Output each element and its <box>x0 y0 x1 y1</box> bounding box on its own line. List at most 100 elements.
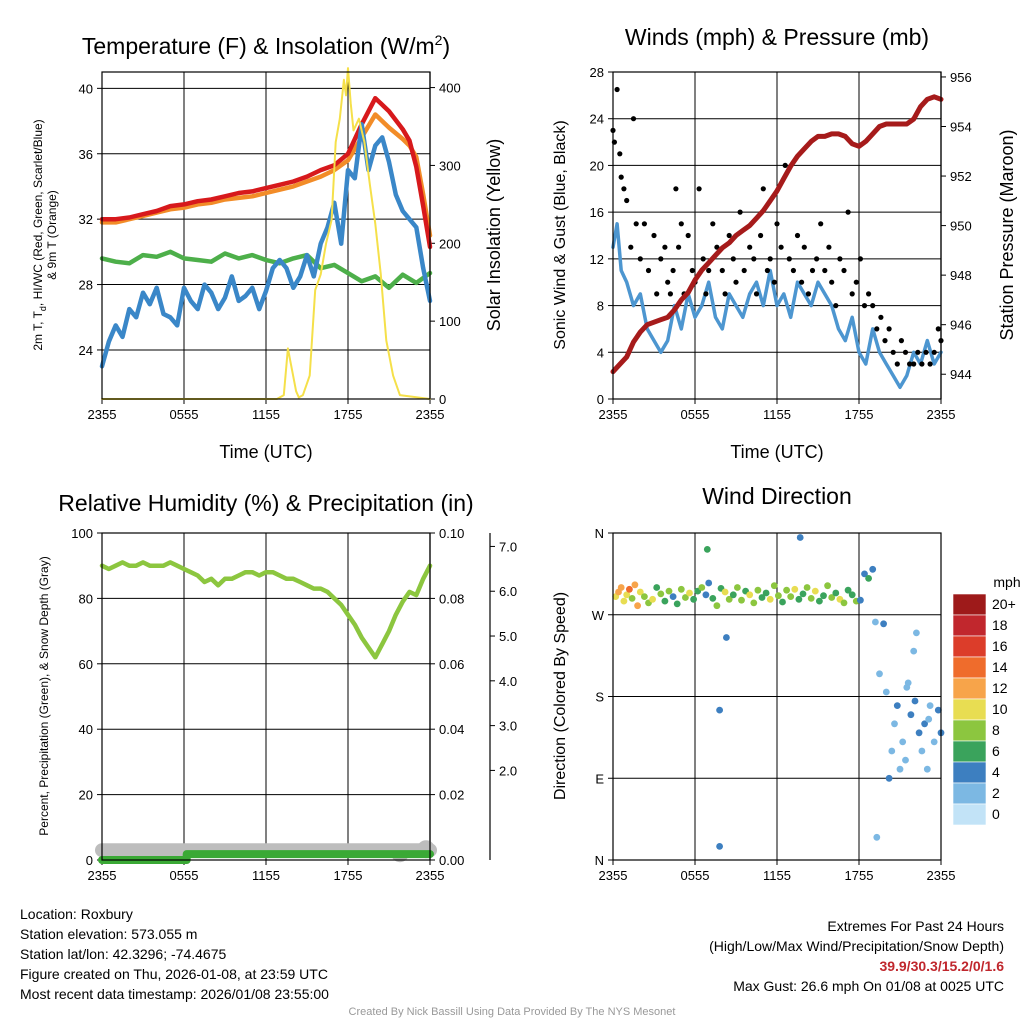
gust-point <box>874 326 880 332</box>
direction-point <box>873 833 881 841</box>
direction-point <box>828 594 836 601</box>
colorbar-swatch <box>952 719 987 742</box>
y2-tick-label: 200 <box>439 236 461 251</box>
gust-point <box>805 291 812 297</box>
x-tick-label: 1155 <box>252 407 280 422</box>
gust-point <box>760 186 766 192</box>
gust-point <box>676 244 682 250</box>
gust-point <box>662 244 668 250</box>
gust-point <box>782 162 788 168</box>
gust-point <box>633 221 639 227</box>
gust-point <box>927 361 933 367</box>
direction-point <box>913 629 920 637</box>
gust-point <box>747 244 753 250</box>
direction-point <box>750 599 758 607</box>
direction-point <box>746 591 754 599</box>
gust-point <box>774 221 780 227</box>
y2-tick-label: 948 <box>950 268 972 283</box>
location-text: Location: Roxbury <box>20 906 133 922</box>
max-gust-text: Max Gust: 26.6 mph On 01/08 at 0025 UTC <box>733 978 1004 994</box>
winds-panel: 2355 0555 1155 1755 235504812162024289449469… <box>552 24 1017 462</box>
x-axis-label: Time (UTC) <box>219 442 312 462</box>
y-tick-label: 20 <box>79 788 93 803</box>
direction-point <box>803 584 811 591</box>
y2-tick-label: 0.10 <box>439 526 464 541</box>
x-tick-label: 2355 <box>416 407 445 422</box>
gust-point <box>741 267 747 274</box>
gust-point <box>645 267 652 274</box>
gust-point <box>624 197 630 204</box>
direction-point <box>779 598 786 606</box>
direction-point <box>861 570 868 578</box>
gust-point <box>726 232 732 239</box>
gust-point <box>764 267 771 274</box>
direction-point <box>653 584 661 591</box>
direction-point <box>665 587 673 595</box>
direction-point <box>690 595 697 603</box>
y2-tick-label: 400 <box>439 81 461 96</box>
direction-point <box>783 586 790 594</box>
colorbar-label: 8 <box>992 722 1000 738</box>
direction-point <box>807 595 815 602</box>
latlon-text: Station lat/lon: 42.3296; -74.4675 <box>20 946 227 962</box>
direction-point <box>876 670 883 678</box>
plot-border <box>101 532 431 861</box>
direction-tick-label: E <box>595 771 604 786</box>
x-tick-label: 2355 <box>927 868 956 883</box>
colorbar-swatch <box>952 698 987 721</box>
series-line-solar <box>101 67 431 400</box>
direction-point <box>872 618 879 626</box>
gust-point <box>706 267 712 274</box>
direction-point <box>926 702 934 709</box>
gust-point <box>703 291 709 297</box>
direction-point <box>623 591 631 599</box>
gust-point <box>685 232 691 239</box>
direction-point <box>820 592 827 600</box>
gust-point <box>790 267 797 274</box>
gust-point <box>907 361 913 367</box>
x-tick-label: 0555 <box>170 868 199 883</box>
direction-point <box>910 647 918 655</box>
created-text: Figure created on Thu, 2026-01-08, at 23… <box>20 966 328 982</box>
y-tick-label: 100 <box>71 526 93 541</box>
chart-title-superscript: 2 <box>435 32 443 48</box>
gust-point <box>902 349 909 355</box>
y2-tick-label: 300 <box>439 158 461 173</box>
gust-point <box>923 349 929 355</box>
direction-tick-label: S <box>595 690 604 705</box>
direction-point <box>669 593 677 600</box>
colorbar-label: 12 <box>992 680 1008 696</box>
direction-point <box>762 589 770 597</box>
gust-point <box>890 349 896 355</box>
colorbar-label: 6 <box>992 743 1000 759</box>
colorbar-swatch <box>952 593 987 616</box>
colorbar-swatch <box>952 740 987 763</box>
series-line-relative-humidity <box>99 560 433 660</box>
colorbar-label: 2 <box>992 785 1000 801</box>
direction-point <box>832 589 840 597</box>
direction-point <box>709 595 717 602</box>
chart-title: Temperature (F) & Insolation (W/m2) <box>82 32 450 59</box>
series-line-sonic-wind <box>611 222 943 390</box>
direction-point <box>918 747 926 755</box>
y-tick-label: 60 <box>79 657 93 672</box>
direction-point <box>857 596 864 604</box>
gust-point <box>630 116 637 122</box>
y-tick-label: 40 <box>79 81 93 96</box>
direction-point <box>816 597 823 605</box>
x-tick-label: 1755 <box>334 868 363 883</box>
y-tick-label: 24 <box>79 343 93 358</box>
chart-title-main: Temperature (F) & Insolation (W/m <box>82 33 435 59</box>
y-tick-label: 4 <box>597 345 604 360</box>
y2-tick-label: 0.08 <box>439 591 464 606</box>
colorbar-label: 10 <box>992 701 1008 717</box>
gust-point <box>809 267 816 274</box>
y-tick-label: 0 <box>597 392 604 407</box>
gust-point <box>767 256 773 262</box>
direction-point <box>882 688 890 696</box>
direction-point <box>824 582 831 590</box>
gust-point <box>853 279 859 285</box>
y-tick-label: 28 <box>590 65 604 80</box>
gust-point <box>758 232 764 239</box>
x-axis-label: Time (UTC) <box>730 442 823 462</box>
